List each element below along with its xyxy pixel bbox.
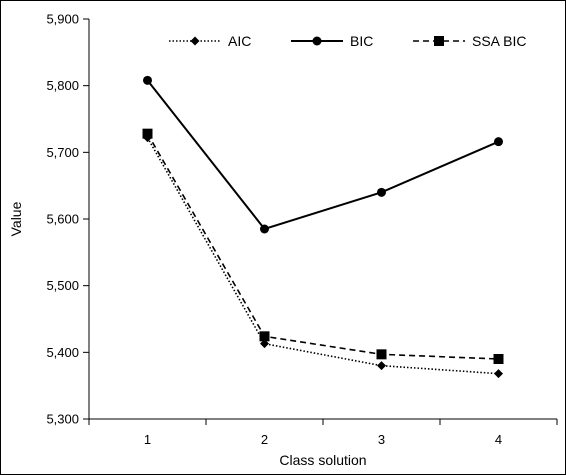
data-point-ssa-bic — [376, 349, 387, 360]
y-tick-label: 5,500 — [46, 278, 79, 293]
y-tick-label: 5,800 — [46, 78, 79, 93]
legend-item-ssa-bic: SSA BIC — [413, 33, 526, 49]
legend-label-ssa-bic: SSA BIC — [472, 33, 526, 49]
legend: AIC BIC SSA BIC — [169, 33, 526, 49]
series-line-ssa-bic — [146, 133, 499, 360]
y-tick-label: 5,400 — [46, 345, 79, 360]
data-point-aic — [494, 369, 503, 379]
legend-label-bic: BIC — [350, 33, 373, 49]
data-point-ssa-bic — [493, 354, 504, 364]
data-point-bic — [143, 75, 152, 85]
x-tick-label: 3 — [378, 432, 385, 447]
series-line-bic — [146, 79, 499, 231]
x-tick-label: 4 — [495, 432, 502, 447]
axes: 5,300 5,400 5,500 5,600 5,700 5,800 5,900 1 2 3 4 — [46, 12, 558, 447]
data-point-bic — [494, 137, 503, 147]
y-axis-title: Value — [8, 201, 24, 236]
data-point-aic — [377, 361, 386, 371]
data-point-bic — [260, 224, 269, 234]
y-tick-label: 5,300 — [46, 412, 79, 427]
series-layer — [142, 75, 504, 379]
data-point-bic — [377, 187, 386, 197]
data-point-ssa-bic — [259, 331, 270, 342]
legend-marker-bic — [312, 36, 322, 46]
y-tick-label: 5,900 — [46, 12, 79, 27]
legend-label-aic: AIC — [228, 33, 251, 49]
legend-marker-aic — [190, 36, 200, 46]
legend-marker-ssa-bic — [434, 36, 444, 46]
series-bic — [143, 75, 503, 234]
y-tick-label: 5,700 — [46, 145, 79, 160]
x-tick-label: 2 — [261, 432, 268, 447]
x-axis-title: Class solution — [279, 452, 366, 468]
series-line-aic — [146, 137, 499, 375]
data-point-ssa-bic — [142, 128, 153, 139]
legend-item-aic: AIC — [169, 33, 251, 49]
data-point-aic — [260, 339, 269, 349]
y-tick-label: 5,600 — [46, 212, 79, 227]
series-ssa-bic — [142, 128, 504, 364]
series-aic — [143, 133, 503, 379]
legend-item-bic: BIC — [291, 33, 373, 49]
x-tick-label: 1 — [144, 432, 151, 447]
